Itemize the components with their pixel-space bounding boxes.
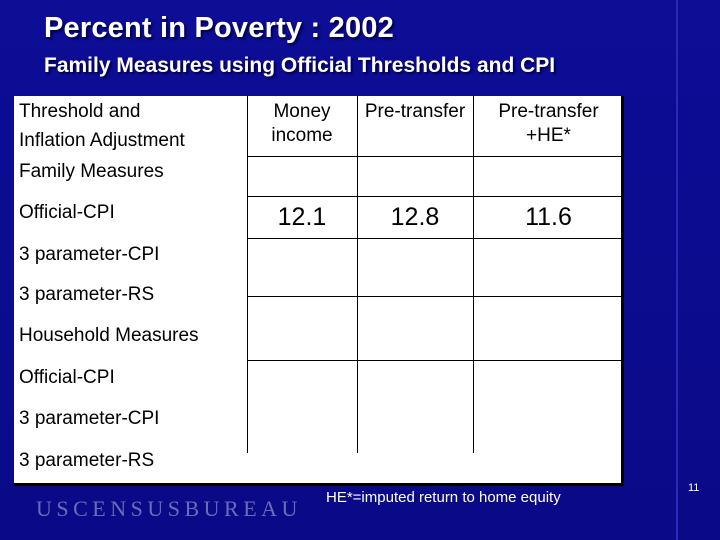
slide-subtitle: Family Measures using Official Threshold… <box>44 54 556 77</box>
column-divider <box>473 96 474 453</box>
column-divider <box>357 96 358 453</box>
row-label-3param-cpi: 3 parameter-CPI <box>19 244 160 265</box>
row-label-household-measures: Household Measures <box>19 325 199 346</box>
column-divider <box>247 96 248 453</box>
column-header-line1: Money <box>273 101 331 122</box>
census-bureau-logo: USCENSUSBUREAU <box>36 496 298 521</box>
slide-number: 11 <box>688 482 700 494</box>
column-header-line1: Pre-transfer <box>498 101 599 122</box>
column-header-line2: +HE* <box>526 125 571 146</box>
row-label-official-cpi: Official-CPI <box>19 367 115 388</box>
header-divider <box>247 156 624 157</box>
column-header-pre-transfer-he: Pre-transfer +HE* <box>473 100 624 148</box>
row-header-line2: Inflation Adjustment <box>19 130 185 151</box>
footnote: HE*=imputed return to home equity <box>326 489 561 506</box>
column-header-line1: Pre-transfer <box>364 101 466 122</box>
row-divider <box>247 296 624 297</box>
row-label-3param-cpi: 3 parameter-CPI <box>19 408 160 429</box>
value-pre-transfer-he: 11.6 <box>525 203 572 231</box>
row-label-family-measures: Family Measures <box>19 161 164 182</box>
row-divider <box>247 360 624 361</box>
value-money-income: 12.1 <box>277 203 327 231</box>
column-header-pre-transfer: Pre-transfer <box>357 100 473 124</box>
row-divider <box>247 196 624 197</box>
value-pre-transfer: 12.8 <box>390 203 440 231</box>
row-label-official-cpi: Official-CPI <box>19 202 115 223</box>
column-header-line2: income <box>271 125 333 146</box>
svg-text:USCENSUSBUREAU: USCENSUSBUREAU <box>36 496 298 521</box>
row-label-3param-rs: 3 parameter-RS <box>19 284 155 305</box>
decorative-vertical-line <box>676 0 678 540</box>
row-header-line1: Threshold and <box>19 101 141 122</box>
poverty-table: Threshold and Inflation Adjustment Money… <box>14 96 624 486</box>
slide-title: Percent in Poverty : 2002 <box>44 12 394 44</box>
column-header-money-income: Money income <box>247 100 357 148</box>
row-divider <box>247 238 624 239</box>
row-label-3param-rs: 3 parameter-RS <box>19 450 155 471</box>
